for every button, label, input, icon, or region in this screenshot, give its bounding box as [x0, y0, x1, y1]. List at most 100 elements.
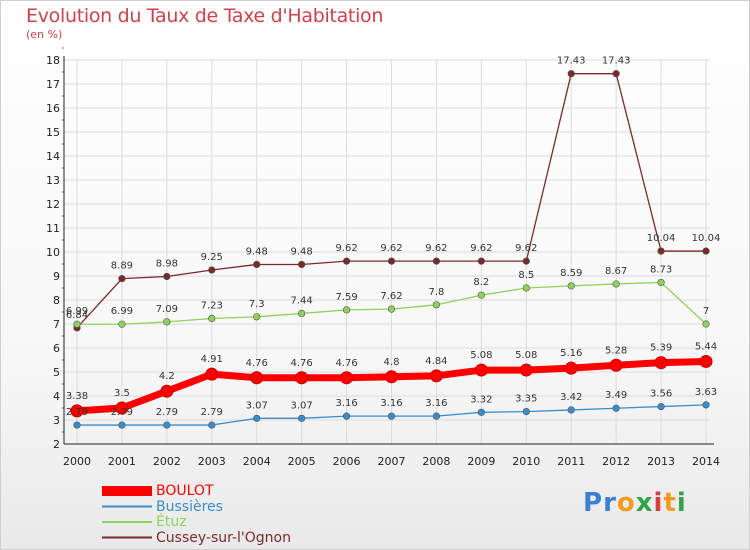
- data-label: 7.44: [291, 295, 313, 306]
- data-label: 4.84: [425, 356, 447, 367]
- data-point: [250, 371, 264, 385]
- y-tick-label: 8: [53, 294, 60, 307]
- y-tick-label: 14: [46, 150, 60, 163]
- x-tick-label: 2011: [557, 455, 585, 468]
- data-label: 8.67: [605, 266, 627, 277]
- x-tick-label: 2004: [243, 455, 271, 468]
- y-tick-label: 9: [53, 270, 60, 283]
- data-label: 3.38: [66, 391, 88, 402]
- data-label: 5.16: [560, 348, 582, 359]
- data-point: [205, 367, 219, 381]
- data-label: 8.2: [473, 277, 489, 288]
- data-point: [253, 260, 261, 269]
- data-label: 3.16: [335, 398, 357, 409]
- data-label: 4.76: [246, 358, 268, 369]
- data-label: 8.73: [650, 264, 672, 275]
- data-point: [118, 320, 126, 328]
- data-point: [612, 70, 620, 78]
- data-label: 8.5: [518, 270, 534, 281]
- data-point: [70, 404, 84, 418]
- data-point: [657, 278, 665, 287]
- data-label: 6.99: [111, 306, 133, 317]
- data-point: [567, 70, 575, 78]
- data-label: 3.42: [560, 392, 582, 403]
- x-tick-labels: 2000 2001 2002 2003 2004 2005 2006 2007 2008 2009…: [63, 455, 720, 468]
- data-label: 9.25: [201, 252, 223, 263]
- y-tick-label: 5: [53, 366, 60, 379]
- data-label: 4.91: [201, 354, 223, 365]
- data-label: 9.48: [246, 246, 268, 257]
- x-tick-label: 2013: [647, 455, 675, 468]
- data-point: [340, 371, 354, 385]
- y-tick-label: 10: [46, 246, 60, 259]
- data-label: 3.49: [605, 390, 627, 401]
- data-label: 4.8: [384, 357, 400, 368]
- data-label: 8.59: [560, 268, 582, 279]
- y-tick-label: 11: [46, 222, 60, 235]
- y-tick-label: 15: [46, 126, 60, 139]
- data-point: [657, 247, 665, 255]
- data-point: [429, 369, 443, 383]
- x-tick-label: 2000: [63, 455, 91, 468]
- data-label: 17.43: [602, 56, 631, 67]
- data-label: 8.98: [156, 258, 178, 269]
- y-tick-label: 6: [53, 342, 60, 355]
- data-point: [73, 320, 81, 328]
- x-tick-label: 2007: [378, 455, 406, 468]
- series-group: [70, 70, 713, 429]
- legend-swatch: [102, 505, 152, 508]
- logo-letter: i: [653, 488, 664, 518]
- data-point: [612, 280, 620, 288]
- grid: [64, 59, 710, 445]
- data-point: [519, 363, 533, 377]
- x-tick-label: 2006: [333, 455, 361, 468]
- data-label: 7: [703, 306, 709, 317]
- legend-swatch: [102, 521, 152, 523]
- y-unit-label: (en %): [26, 28, 63, 41]
- data-label: 10.04: [647, 233, 676, 244]
- logo-letter: x: [635, 488, 654, 518]
- data-label: 4.2: [159, 371, 175, 382]
- axes: [62, 47, 714, 445]
- data-point: [342, 257, 351, 265]
- data-point: [163, 421, 171, 429]
- data-point: [253, 414, 261, 422]
- data-point: [253, 313, 261, 321]
- data-label: 2.79: [201, 407, 223, 418]
- data-point: [432, 257, 441, 265]
- y-tick-label: 16: [46, 102, 60, 115]
- series-bussieres: [73, 401, 710, 429]
- data-point: [342, 306, 351, 314]
- y-tick-label: 4: [53, 390, 60, 403]
- data-point: [118, 275, 126, 283]
- x-tick-label: 2014: [692, 455, 720, 468]
- y-tick-label: 17: [46, 78, 60, 91]
- data-labels: 3.38 3.5 4.2 4.91 4.76 4.76 4.76 4.8 4.84 5.08 5.0…: [66, 56, 720, 418]
- x-tick-label: 2001: [108, 455, 136, 468]
- data-point: [298, 414, 306, 422]
- y-tick-labels: 2 3 4 5 6 7 8 9 10 11 12 13 14 15 16 17 18: [46, 54, 60, 451]
- data-label: 2.79: [111, 407, 133, 418]
- logo-letter: i: [676, 488, 687, 518]
- data-point: [702, 401, 710, 409]
- y-tick-label: 13: [46, 174, 60, 187]
- data-label: 3.35: [515, 394, 537, 405]
- data-point: [612, 404, 620, 412]
- y-tick-label: 2: [53, 438, 60, 451]
- data-point: [298, 309, 306, 318]
- data-label: 3.16: [425, 398, 447, 409]
- data-label: 7.62: [380, 291, 402, 302]
- data-point: [208, 421, 216, 429]
- logo-letter: o: [616, 488, 636, 518]
- data-label: 9.62: [515, 243, 537, 254]
- data-label: 3.16: [380, 398, 402, 409]
- data-point: [295, 371, 309, 385]
- x-tick-label: 2010: [512, 455, 540, 468]
- data-point: [387, 412, 396, 420]
- x-tick-label: 2002: [153, 455, 181, 468]
- data-label: 7.3: [249, 299, 265, 310]
- x-tick-label: 2012: [602, 455, 630, 468]
- chart-title: Evolution du Taux de Taxe d'Habitation: [26, 5, 384, 27]
